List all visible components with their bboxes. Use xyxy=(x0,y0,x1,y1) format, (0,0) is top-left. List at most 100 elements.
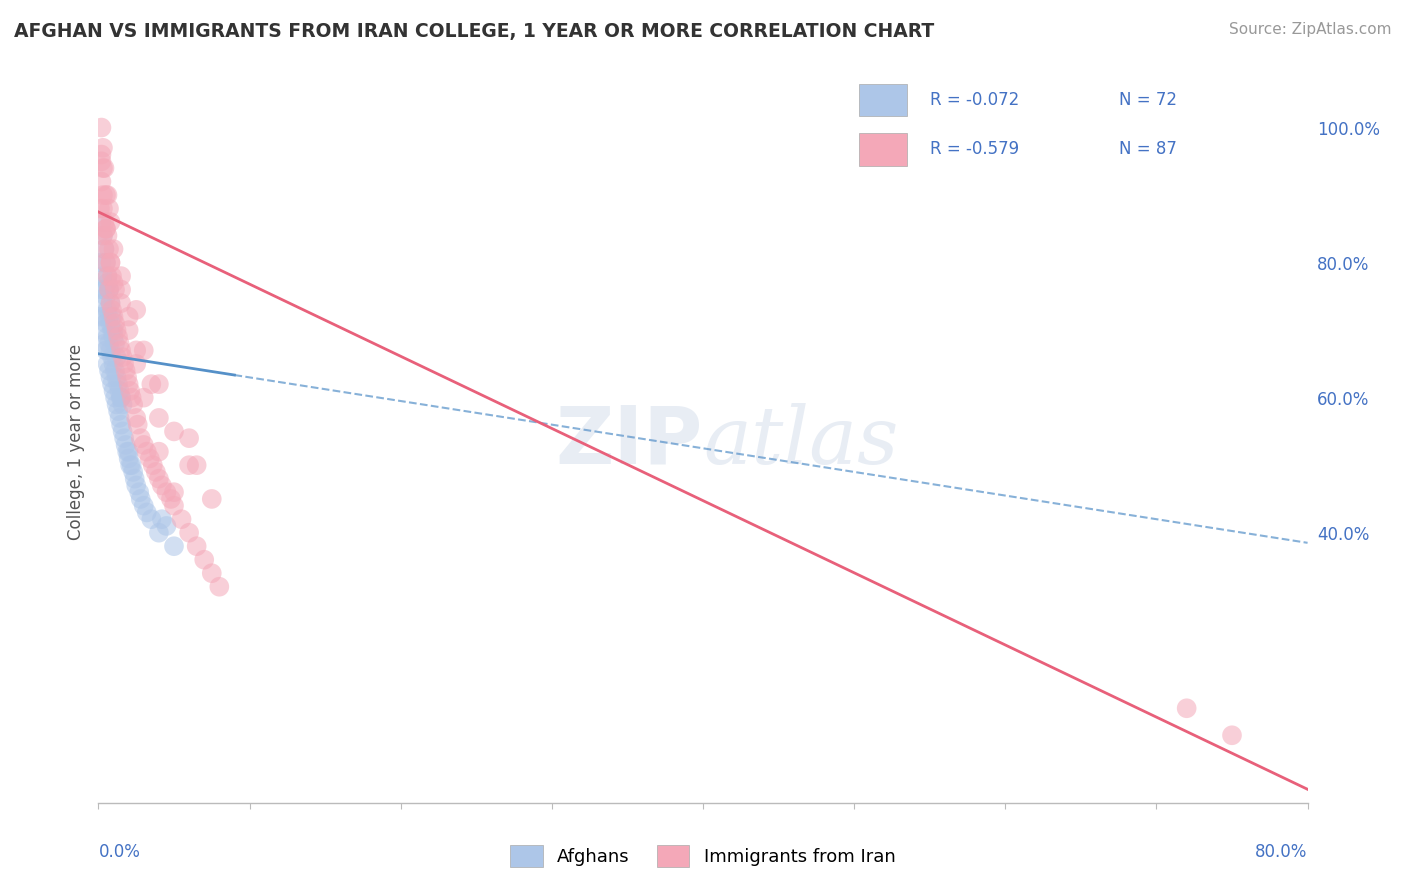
Point xyxy=(90,283,112,297)
Point xyxy=(128,485,150,500)
Point xyxy=(125,357,148,371)
Point xyxy=(201,566,224,581)
Point xyxy=(107,404,129,418)
Point xyxy=(100,296,122,310)
Point xyxy=(103,323,125,337)
Point xyxy=(179,431,201,445)
Point xyxy=(108,384,131,398)
Point xyxy=(98,310,121,324)
Text: Source: ZipAtlas.com: Source: ZipAtlas.com xyxy=(1229,22,1392,37)
Point xyxy=(89,310,111,324)
Point xyxy=(110,296,132,310)
Point xyxy=(98,242,121,256)
Point xyxy=(114,364,136,378)
Point xyxy=(148,377,170,392)
Point xyxy=(101,323,124,337)
Text: AFGHAN VS IMMIGRANTS FROM IRAN COLLEGE, 1 YEAR OR MORE CORRELATION CHART: AFGHAN VS IMMIGRANTS FROM IRAN COLLEGE, … xyxy=(14,22,935,41)
Point xyxy=(93,242,115,256)
Point xyxy=(96,188,118,202)
Point xyxy=(129,491,152,506)
Point xyxy=(100,343,122,358)
Point xyxy=(89,202,111,216)
Point xyxy=(103,276,125,290)
Text: R = -0.072: R = -0.072 xyxy=(931,91,1019,109)
Point xyxy=(104,336,127,351)
Point xyxy=(100,215,122,229)
Point xyxy=(101,269,124,284)
Point xyxy=(94,222,117,236)
Point xyxy=(96,269,118,284)
Point xyxy=(1175,701,1198,715)
Point xyxy=(118,377,141,392)
Point xyxy=(91,228,114,243)
Point xyxy=(118,310,141,324)
Point xyxy=(91,323,114,337)
Point xyxy=(118,444,141,458)
Point xyxy=(105,323,128,337)
Point xyxy=(91,228,114,243)
Point xyxy=(98,283,121,297)
Point xyxy=(163,425,186,439)
Point xyxy=(132,391,155,405)
Point xyxy=(135,444,157,458)
Point xyxy=(155,519,177,533)
Point xyxy=(101,302,124,317)
Point xyxy=(1220,728,1243,742)
Text: atlas: atlas xyxy=(703,403,898,480)
Point xyxy=(105,370,128,384)
Point xyxy=(141,377,163,392)
Point xyxy=(105,350,128,364)
Legend: Afghans, Immigrants from Iran: Afghans, Immigrants from Iran xyxy=(503,838,903,874)
Point xyxy=(103,357,125,371)
Point xyxy=(104,283,127,297)
Point xyxy=(108,411,131,425)
Point xyxy=(125,302,148,317)
Point xyxy=(118,323,141,337)
Point xyxy=(163,539,186,553)
Point xyxy=(186,539,208,553)
Text: 80.0%: 80.0% xyxy=(1256,843,1308,861)
Point xyxy=(100,296,122,310)
Point xyxy=(155,485,177,500)
Point xyxy=(91,141,114,155)
Text: N = 87: N = 87 xyxy=(1119,141,1177,159)
Point xyxy=(90,147,112,161)
Point xyxy=(90,154,112,169)
Point xyxy=(96,228,118,243)
Point xyxy=(132,499,155,513)
Y-axis label: College, 1 year or more: College, 1 year or more xyxy=(66,343,84,540)
Point xyxy=(110,343,132,358)
Point xyxy=(148,525,170,540)
Point xyxy=(150,478,173,492)
Point xyxy=(98,336,121,351)
Point xyxy=(101,310,124,324)
Point xyxy=(121,458,143,472)
Point xyxy=(121,391,143,405)
Point xyxy=(96,269,118,284)
Point xyxy=(141,512,163,526)
Text: ZIP: ZIP xyxy=(555,402,703,481)
Point xyxy=(98,283,121,297)
Point xyxy=(105,397,128,411)
Point xyxy=(179,458,201,472)
Point xyxy=(107,377,129,392)
Point xyxy=(94,289,117,303)
Point xyxy=(193,552,215,566)
Point xyxy=(94,255,117,269)
Point xyxy=(201,491,224,506)
Point xyxy=(91,296,114,310)
Point xyxy=(94,343,117,358)
Point xyxy=(93,336,115,351)
Point xyxy=(163,485,186,500)
Point xyxy=(104,317,127,331)
Point xyxy=(148,411,170,425)
Point xyxy=(170,512,193,526)
Point xyxy=(125,343,148,358)
Point xyxy=(111,425,134,439)
Point xyxy=(96,302,118,317)
Point xyxy=(148,472,170,486)
Point xyxy=(110,283,132,297)
Point xyxy=(179,525,201,540)
Point xyxy=(129,431,152,445)
Point xyxy=(103,310,125,324)
